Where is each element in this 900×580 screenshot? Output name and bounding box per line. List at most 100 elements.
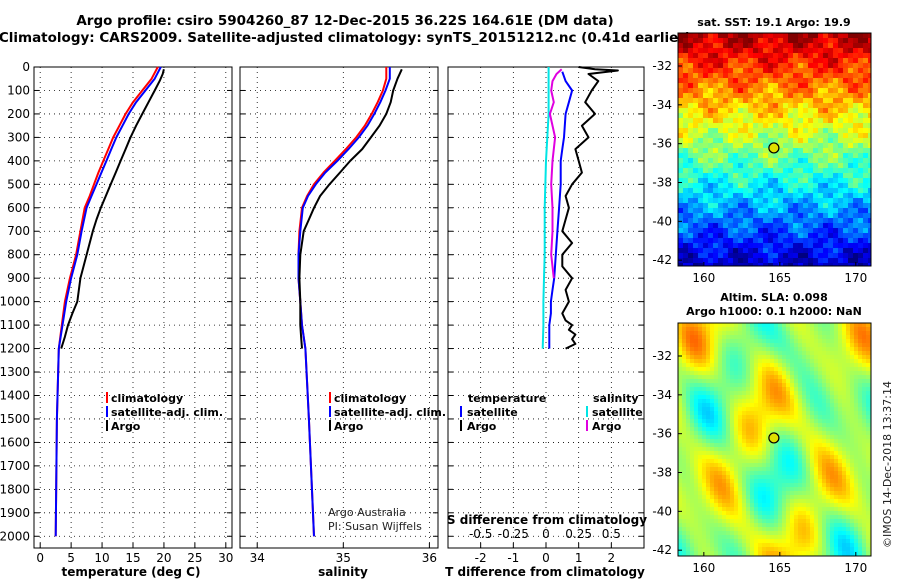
heatmap-cell bbox=[713, 123, 719, 129]
heatmap-cell bbox=[858, 499, 863, 504]
heatmap-cell bbox=[718, 383, 723, 388]
heatmap-cell bbox=[728, 118, 734, 124]
heatmap-cell bbox=[754, 419, 759, 424]
heatmap-cell bbox=[778, 467, 783, 472]
heatmap-cell bbox=[748, 73, 754, 79]
heatmap-cell bbox=[710, 475, 715, 480]
heatmap-cell bbox=[710, 375, 715, 380]
heatmap-cell bbox=[842, 387, 847, 392]
heatmap-cell bbox=[762, 471, 767, 476]
heatmap-cell bbox=[702, 387, 707, 392]
heatmap-cell bbox=[678, 463, 683, 468]
heatmap-cell bbox=[833, 228, 839, 234]
heatmap-cell bbox=[838, 58, 844, 64]
heatmap-cell bbox=[678, 223, 684, 229]
heatmap-cell bbox=[822, 483, 827, 488]
heatmap-cell bbox=[678, 198, 684, 204]
heatmap-cell bbox=[713, 168, 719, 174]
heatmap-cell bbox=[763, 163, 769, 169]
heatmap-cell bbox=[698, 523, 703, 528]
heatmap-cell bbox=[762, 439, 767, 444]
heatmap-cell bbox=[788, 143, 794, 149]
heatmap-cell bbox=[848, 248, 854, 254]
heatmap-cell bbox=[742, 487, 747, 492]
heatmap-cell bbox=[746, 515, 751, 520]
heatmap-cell bbox=[854, 323, 859, 328]
heatmap-cell bbox=[754, 439, 759, 444]
heatmap-cell bbox=[738, 58, 744, 64]
heatmap-cell bbox=[788, 63, 794, 69]
heatmap-cell bbox=[694, 467, 699, 472]
heatmap-cell bbox=[798, 213, 804, 219]
heatmap-cell bbox=[730, 551, 735, 556]
heatmap-cell bbox=[714, 399, 719, 404]
heatmap-cell bbox=[678, 158, 684, 164]
heatmap-cell bbox=[754, 379, 759, 384]
heatmap-cell bbox=[863, 178, 869, 184]
heatmap-cell bbox=[750, 351, 755, 356]
heatmap-cell bbox=[828, 143, 834, 149]
heatmap-cell bbox=[710, 459, 715, 464]
heatmap-cell bbox=[806, 439, 811, 444]
heatmap-cell bbox=[830, 415, 835, 420]
heatmap-cell bbox=[826, 479, 831, 484]
heatmap-cell bbox=[702, 415, 707, 420]
heatmap-cell bbox=[813, 33, 819, 39]
heatmap-cell bbox=[746, 415, 751, 420]
heatmap-cell bbox=[828, 258, 834, 264]
heatmap-cell bbox=[823, 173, 829, 179]
heatmap-cell bbox=[766, 379, 771, 384]
heatmap-cell bbox=[842, 531, 847, 536]
heatmap-cell bbox=[723, 243, 729, 249]
heatmap-cell bbox=[758, 73, 764, 79]
heatmap-cell bbox=[723, 173, 729, 179]
heatmap-cell bbox=[810, 371, 815, 376]
heatmap-cell bbox=[786, 491, 791, 496]
heatmap-cell bbox=[746, 523, 751, 528]
heatmap-cell bbox=[694, 487, 699, 492]
heatmap-cell bbox=[786, 407, 791, 412]
heatmap-cell bbox=[722, 371, 727, 376]
heatmap-cell bbox=[783, 243, 789, 249]
heatmap-cell bbox=[858, 183, 864, 189]
heatmap-cell bbox=[810, 383, 815, 388]
heatmap-cell bbox=[858, 395, 863, 400]
heatmap-cell bbox=[823, 188, 829, 194]
heatmap-cell bbox=[746, 359, 751, 364]
heatmap-cell bbox=[802, 427, 807, 432]
heatmap-cell bbox=[758, 339, 763, 344]
heatmap-cell bbox=[848, 128, 854, 134]
heatmap-cell bbox=[808, 148, 814, 154]
heatmap-cell bbox=[838, 535, 843, 540]
heatmap-cell bbox=[718, 133, 724, 139]
heatmap-cell bbox=[803, 83, 809, 89]
heatmap-cell bbox=[790, 339, 795, 344]
heatmap-cell bbox=[783, 223, 789, 229]
heatmap-cell bbox=[733, 113, 739, 119]
heatmap-cell bbox=[718, 523, 723, 528]
heatmap-cell bbox=[834, 351, 839, 356]
heatmap-cell bbox=[726, 523, 731, 528]
heatmap-cell bbox=[848, 208, 854, 214]
heatmap-cell bbox=[718, 355, 723, 360]
heatmap-cell bbox=[686, 547, 691, 552]
heatmap-cell bbox=[722, 327, 727, 332]
heatmap-cell bbox=[706, 515, 711, 520]
heatmap-cell bbox=[802, 371, 807, 376]
heatmap-cell bbox=[698, 371, 703, 376]
heatmap-cell bbox=[798, 439, 803, 444]
heatmap-cell bbox=[774, 359, 779, 364]
heatmap-cell bbox=[738, 43, 744, 49]
heatmap-cell bbox=[743, 123, 749, 129]
heatmap-cell bbox=[693, 63, 699, 69]
heatmap-cell bbox=[783, 188, 789, 194]
heatmap-cell bbox=[798, 543, 803, 548]
heatmap-cell bbox=[723, 123, 729, 129]
heatmap-cell bbox=[834, 511, 839, 516]
heatmap-cell bbox=[786, 451, 791, 456]
heatmap-cell bbox=[863, 78, 869, 84]
heatmap-cell bbox=[823, 183, 829, 189]
heatmap-cell bbox=[778, 527, 783, 532]
x-tick-label: -2 bbox=[475, 551, 487, 565]
heatmap-cell bbox=[790, 483, 795, 488]
